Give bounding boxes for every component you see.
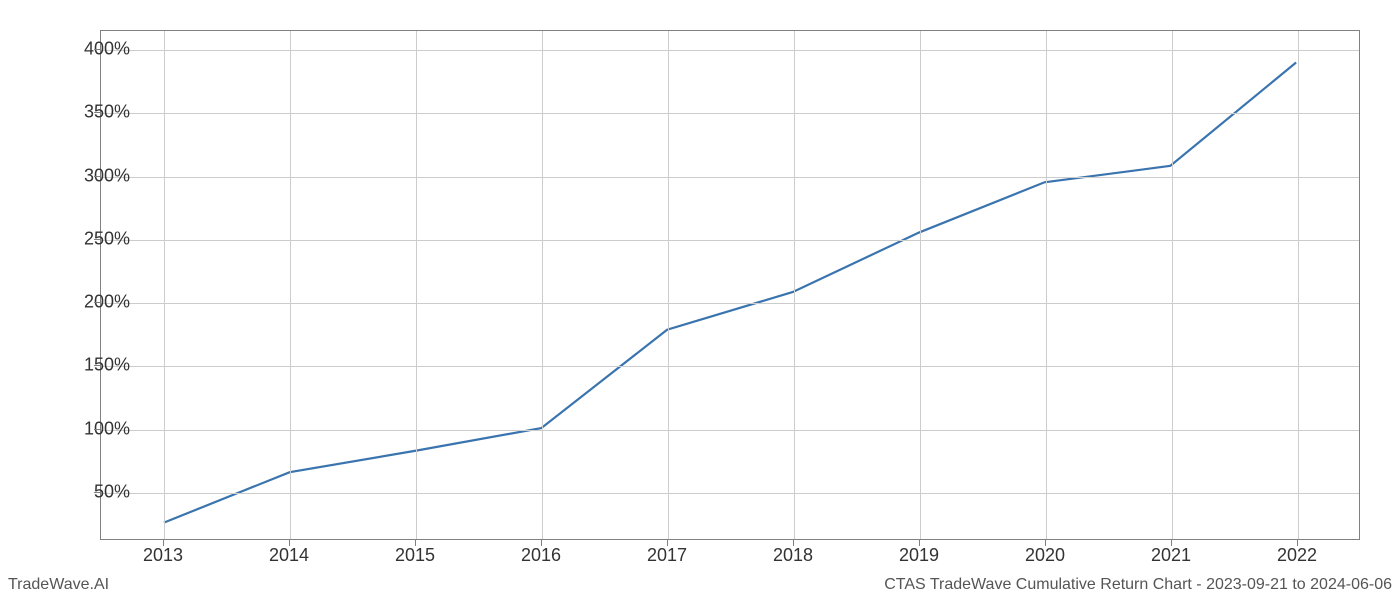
y-axis-tick-mark: [94, 239, 100, 240]
x-axis-tick-mark: [667, 540, 668, 546]
plot-area: [100, 30, 1360, 540]
y-axis-tick-label: 300%: [50, 165, 130, 186]
y-axis-tick-mark: [94, 365, 100, 366]
x-axis-tick-label: 2022: [1267, 545, 1327, 566]
x-axis-tick-label: 2021: [1141, 545, 1201, 566]
y-axis-tick-mark: [94, 176, 100, 177]
x-axis-tick-mark: [1045, 540, 1046, 546]
x-axis-tick-mark: [163, 540, 164, 546]
y-axis-tick-mark: [94, 112, 100, 113]
grid-line-vertical: [668, 31, 669, 539]
y-axis-tick-label: 50%: [50, 481, 130, 502]
x-axis-tick-mark: [919, 540, 920, 546]
footer-left-text: TradeWave.AI: [8, 576, 109, 594]
x-axis-tick-label: 2016: [511, 545, 571, 566]
x-axis-tick-label: 2018: [763, 545, 823, 566]
y-axis-tick-label: 350%: [50, 102, 130, 123]
x-axis-tick-label: 2015: [385, 545, 445, 566]
y-axis-tick-label: 100%: [50, 418, 130, 439]
x-axis-tick-mark: [541, 540, 542, 546]
y-axis-tick-label: 250%: [50, 228, 130, 249]
y-axis-tick-label: 150%: [50, 355, 130, 376]
grid-line-vertical: [542, 31, 543, 539]
y-axis-tick-mark: [94, 49, 100, 50]
grid-line-vertical: [1172, 31, 1173, 539]
x-axis-tick-label: 2017: [637, 545, 697, 566]
x-axis-tick-mark: [1297, 540, 1298, 546]
x-axis-tick-mark: [1171, 540, 1172, 546]
grid-line-vertical: [1046, 31, 1047, 539]
x-axis-tick-label: 2014: [259, 545, 319, 566]
y-axis-tick-mark: [94, 492, 100, 493]
grid-line-vertical: [164, 31, 165, 539]
x-axis-tick-mark: [793, 540, 794, 546]
grid-line-vertical: [290, 31, 291, 539]
chart-container: [100, 30, 1360, 540]
grid-line-vertical: [1298, 31, 1299, 539]
y-axis-tick-label: 200%: [50, 292, 130, 313]
x-axis-tick-label: 2013: [133, 545, 193, 566]
y-axis-tick-label: 400%: [50, 38, 130, 59]
y-axis-tick-mark: [94, 429, 100, 430]
grid-line-vertical: [794, 31, 795, 539]
grid-line-vertical: [416, 31, 417, 539]
grid-line-vertical: [920, 31, 921, 539]
x-axis-tick-label: 2020: [1015, 545, 1075, 566]
x-axis-tick-label: 2019: [889, 545, 949, 566]
x-axis-tick-mark: [289, 540, 290, 546]
y-axis-tick-mark: [94, 302, 100, 303]
footer-right-text: CTAS TradeWave Cumulative Return Chart -…: [884, 576, 1392, 594]
x-axis-tick-mark: [415, 540, 416, 546]
